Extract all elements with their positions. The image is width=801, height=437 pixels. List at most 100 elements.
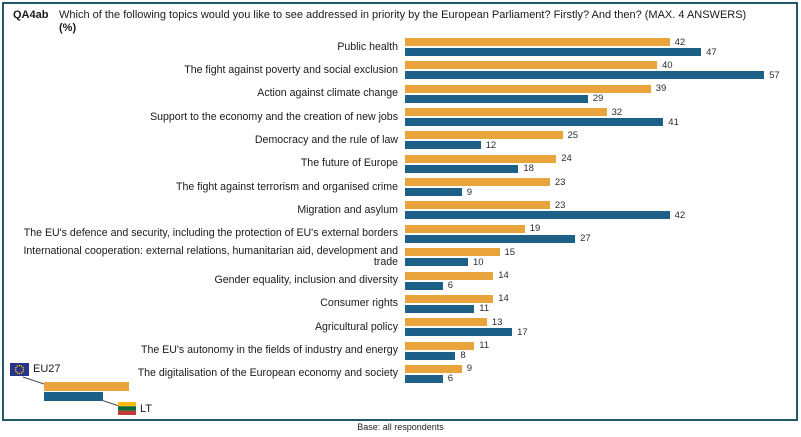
value-label-lt: 6 (447, 373, 454, 385)
bar-lt (405, 48, 702, 56)
bar-lt (405, 374, 443, 383)
legend-eu27-label: EU27 (33, 363, 61, 375)
value-label-eu27: 39 (655, 83, 667, 95)
bar-eu27 (405, 248, 500, 257)
value-label-lt: 10 (473, 256, 484, 268)
value-label-lt: 41 (668, 116, 679, 128)
value-label-lt: 42 (674, 209, 686, 221)
bar-lt (405, 281, 443, 290)
category-label: Gender equality, inclusion and diversity (214, 274, 398, 287)
bar-lt (405, 188, 462, 197)
bar-eu27 (405, 61, 657, 70)
bar-eu27 (405, 271, 494, 280)
value-label-eu27: 14 (498, 270, 509, 281)
chart-row: Migration and asylum 23 42 (0, 199, 801, 222)
chart-row: Agricultural policy 13 17 (0, 316, 801, 339)
lt-flag-icon (118, 402, 136, 415)
bar-eu27 (405, 318, 487, 327)
legend-lt-label: LT (140, 403, 153, 415)
value-label-lt: 17 (517, 326, 528, 338)
value-label-lt: 6 (447, 280, 454, 291)
value-label-lt: 29 (592, 93, 604, 105)
bar-lt (405, 328, 513, 337)
chart-row: The fight against poverty and social exc… (0, 59, 801, 82)
bar-eu27 (405, 108, 607, 117)
bar-lt (405, 304, 475, 313)
base-note: Base: all respondents (357, 422, 444, 432)
value-label-eu27: 42 (674, 36, 686, 48)
bar-lt (405, 234, 576, 243)
chart-row: Action against climate change 39 29 (0, 83, 801, 106)
value-label-eu27: 32 (611, 106, 623, 118)
value-label-eu27: 40 (662, 59, 673, 71)
legend-connector-lines (22, 376, 120, 407)
value-label-eu27: 24 (561, 153, 572, 165)
category-label: The EU's autonomy in the fields of indus… (140, 344, 398, 357)
chart-row: International cooperation: external rela… (0, 246, 801, 269)
bar-eu27 (405, 178, 550, 187)
bar-eu27 (405, 201, 550, 210)
chart-row: Support to the economy and the creation … (0, 106, 801, 129)
bar-lt (405, 71, 765, 80)
bar-lt (405, 164, 519, 173)
category-label: The future of Europe (300, 157, 398, 170)
value-label-eu27: 11 (479, 340, 490, 352)
category-label: The fight against poverty and social exc… (184, 63, 398, 76)
percent-label: (%) (59, 22, 77, 34)
chart-row: Public health 42 47 (0, 36, 801, 59)
value-label-eu27: 19 (529, 223, 541, 235)
chart-row: The future of Europe 24 18 (0, 153, 801, 176)
chart-row: The fight against terrorism and organise… (0, 176, 801, 199)
chart-row: The EU's autonomy in the fields of indus… (0, 340, 801, 363)
bar-eu27 (405, 131, 563, 140)
chart-legend: EU27 LT (0, 355, 180, 425)
bar-lt (405, 351, 456, 360)
chart-row: The EU's defence and security, including… (0, 223, 801, 246)
value-label-eu27: 9 (466, 363, 472, 375)
category-label: Agricultural policy (314, 320, 398, 333)
bar-lt (405, 258, 468, 267)
bar-eu27 (405, 154, 557, 163)
category-label: Support to the economy and the creation … (150, 110, 398, 123)
value-label-eu27: 23 (554, 176, 566, 188)
category-label: The fight against terrorism and organise… (176, 180, 398, 193)
legend-sample-eu27 (44, 382, 129, 391)
bar-eu27 (405, 224, 525, 233)
bar-lt (405, 141, 481, 150)
category-label: Public health (337, 40, 398, 53)
value-label-lt: 9 (466, 186, 472, 198)
category-label: Consumer rights (320, 297, 398, 310)
legend-sample-lt (44, 392, 103, 401)
bar-lt (405, 94, 588, 103)
value-label-eu27: 23 (554, 199, 566, 211)
question-code: QA4ab (13, 9, 49, 21)
value-label-lt: 11 (479, 303, 490, 315)
value-label-lt: 57 (769, 69, 780, 81)
bar-lt (405, 118, 664, 127)
value-label-eu27: 14 (498, 293, 509, 305)
question-text: Which of the following topics would you … (59, 9, 747, 21)
category-label: The EU's defence and security, including… (23, 227, 398, 240)
value-label-eu27: 25 (567, 129, 579, 141)
value-label-lt: 18 (523, 163, 534, 175)
chart-header: QA4ab Which of the following topics woul… (13, 9, 788, 35)
value-label-eu27: 15 (504, 246, 516, 258)
value-label-lt: 27 (580, 233, 591, 245)
category-label: Democracy and the rule of law (254, 133, 398, 146)
value-label-lt: 8 (460, 350, 466, 362)
bar-eu27 (405, 38, 670, 46)
value-label-lt: 12 (485, 139, 497, 151)
chart-row: Gender equality, inclusion and diversity… (0, 270, 801, 293)
category-label: The digitalisation of the European econo… (137, 367, 398, 380)
category-label: Action against climate change (257, 87, 398, 100)
bar-eu27 (405, 294, 494, 303)
chart-row: Democracy and the rule of law 25 12 (0, 129, 801, 152)
eu-flag-icon (10, 363, 29, 376)
chart-row: The digitalisation of the European econo… (0, 363, 801, 386)
category-label: Migration and asylum (297, 204, 398, 217)
bar-eu27 (405, 84, 651, 93)
value-label-eu27: 13 (491, 316, 503, 328)
value-label-lt: 47 (706, 46, 717, 58)
